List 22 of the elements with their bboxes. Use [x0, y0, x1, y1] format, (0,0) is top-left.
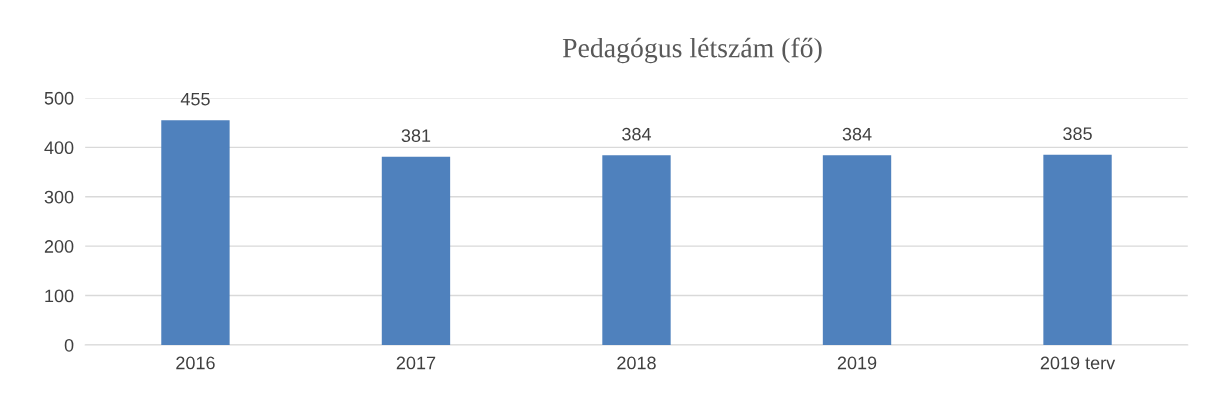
chart-title: Pedagógus létszám (fő) [562, 37, 822, 64]
bar [381, 156, 451, 345]
bar [822, 155, 892, 345]
bar [1043, 154, 1112, 345]
data-label: 381 [401, 129, 431, 143]
data-label: 384 [622, 127, 652, 141]
y-tick-label: 400 [44, 141, 74, 155]
y-tick-label: 200 [44, 240, 74, 253]
x-tick-label: 2016 [176, 356, 215, 370]
x-tick-label: 2017 [396, 356, 436, 370]
x-tick-label: 2019 terv [1040, 356, 1116, 370]
data-label: 385 [1063, 127, 1092, 141]
y-tick-label: 100 [45, 289, 74, 303]
y-tick-label: 0 [64, 338, 74, 352]
data-label: 455 [180, 92, 210, 106]
x-tick-label: 2018 [617, 356, 656, 370]
y-tick-label: 300 [44, 190, 74, 204]
data-label: 384 [842, 127, 872, 141]
x-tick-label: 2019 [837, 356, 877, 370]
bar [161, 120, 230, 345]
y-tick-label: 500 [44, 91, 74, 105]
bar [602, 155, 671, 345]
